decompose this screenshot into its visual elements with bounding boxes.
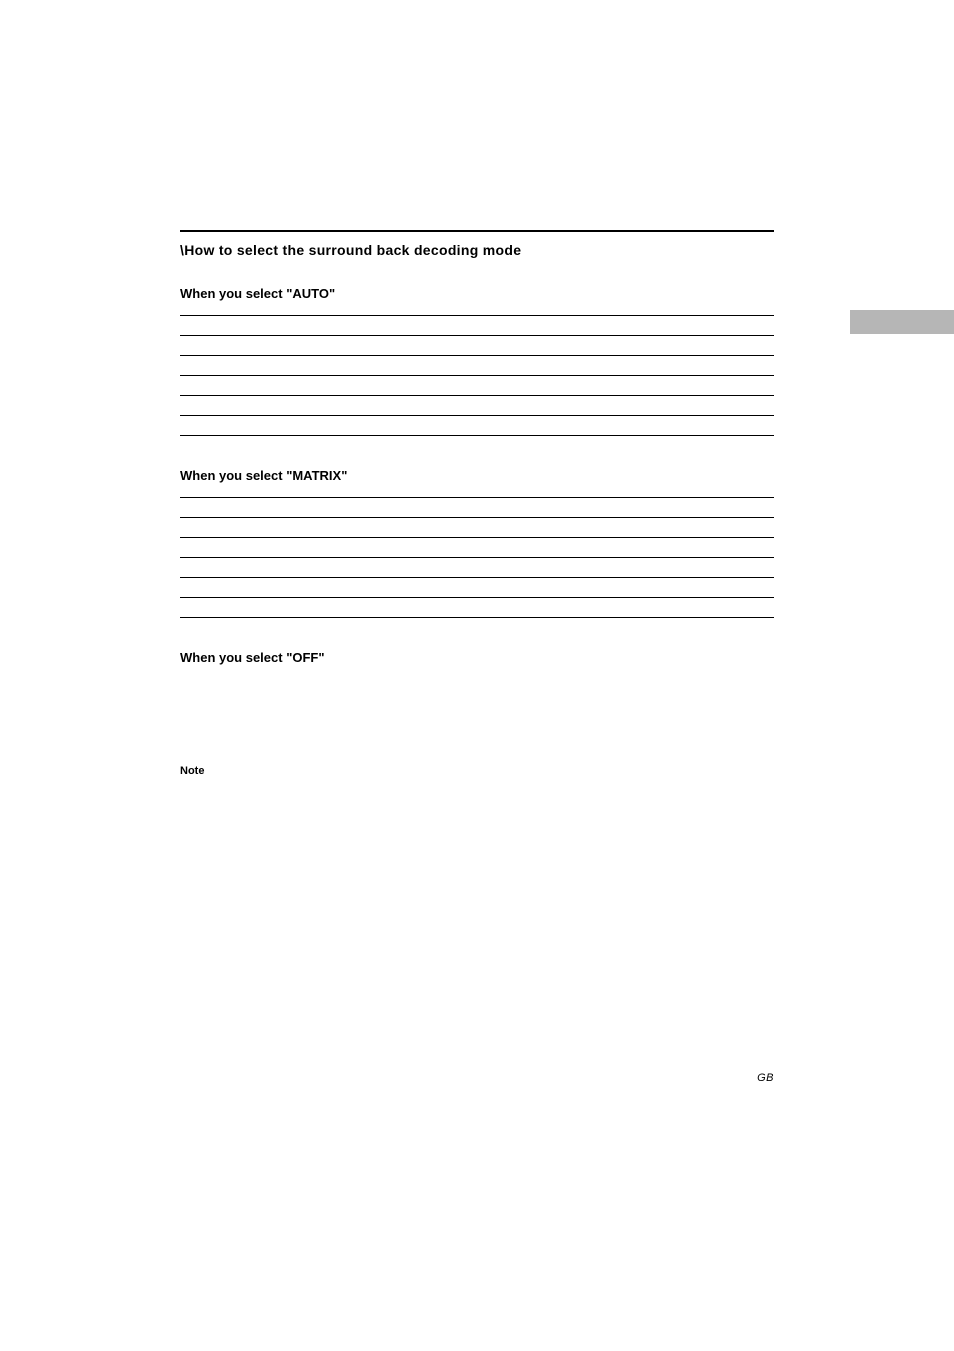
table-row bbox=[180, 376, 774, 396]
block-off-heading: When you select "OFF" bbox=[180, 650, 774, 665]
table-row bbox=[180, 578, 774, 598]
table-cell bbox=[180, 498, 774, 518]
page-content: \How to select the surround back decodin… bbox=[0, 0, 954, 777]
table-row bbox=[180, 336, 774, 356]
block-matrix-heading: When you select "MATRIX" bbox=[180, 468, 774, 483]
table-row bbox=[180, 558, 774, 578]
block-auto-heading: When you select "AUTO" bbox=[180, 286, 774, 301]
table-cell bbox=[180, 578, 774, 598]
table-cell bbox=[180, 518, 774, 538]
page-footer: GB bbox=[757, 1072, 774, 1084]
note-label: Note bbox=[180, 765, 774, 777]
section-top-rule bbox=[180, 230, 774, 232]
block-matrix: When you select "MATRIX" bbox=[180, 468, 774, 618]
block-auto-table bbox=[180, 315, 774, 436]
table-cell bbox=[180, 316, 774, 336]
table-cell bbox=[180, 598, 774, 618]
table-cell bbox=[180, 538, 774, 558]
table-cell bbox=[180, 336, 774, 356]
heading-text: How to select the surround back decoding… bbox=[184, 242, 521, 258]
table-cell bbox=[180, 558, 774, 578]
table-row bbox=[180, 518, 774, 538]
side-tab-marker bbox=[850, 310, 954, 334]
table-row bbox=[180, 538, 774, 558]
block-auto: When you select "AUTO" bbox=[180, 286, 774, 436]
section-heading: \How to select the surround back decodin… bbox=[180, 242, 774, 258]
table-row bbox=[180, 498, 774, 518]
table-cell bbox=[180, 376, 774, 396]
block-matrix-table bbox=[180, 497, 774, 618]
table-row bbox=[180, 356, 774, 376]
table-cell bbox=[180, 356, 774, 376]
table-row bbox=[180, 598, 774, 618]
table-row bbox=[180, 416, 774, 436]
table-row bbox=[180, 316, 774, 336]
table-cell bbox=[180, 396, 774, 416]
table-cell bbox=[180, 416, 774, 436]
block-off: When you select "OFF" bbox=[180, 650, 774, 665]
table-row bbox=[180, 396, 774, 416]
